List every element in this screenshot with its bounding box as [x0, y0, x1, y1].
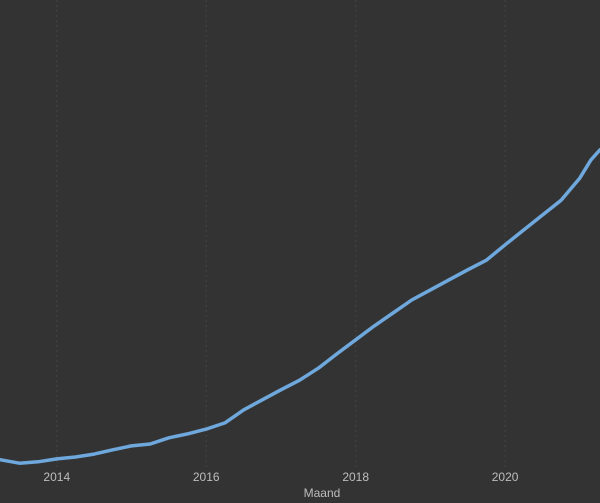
- line: [0, 148, 600, 465]
- x-tick-label: 2020: [492, 470, 519, 484]
- x-tick-label: 2018: [342, 470, 369, 484]
- x-axis-title: Maand: [304, 486, 341, 500]
- x-tick-label: 2014: [43, 470, 70, 484]
- x-tick-label: 2016: [193, 470, 220, 484]
